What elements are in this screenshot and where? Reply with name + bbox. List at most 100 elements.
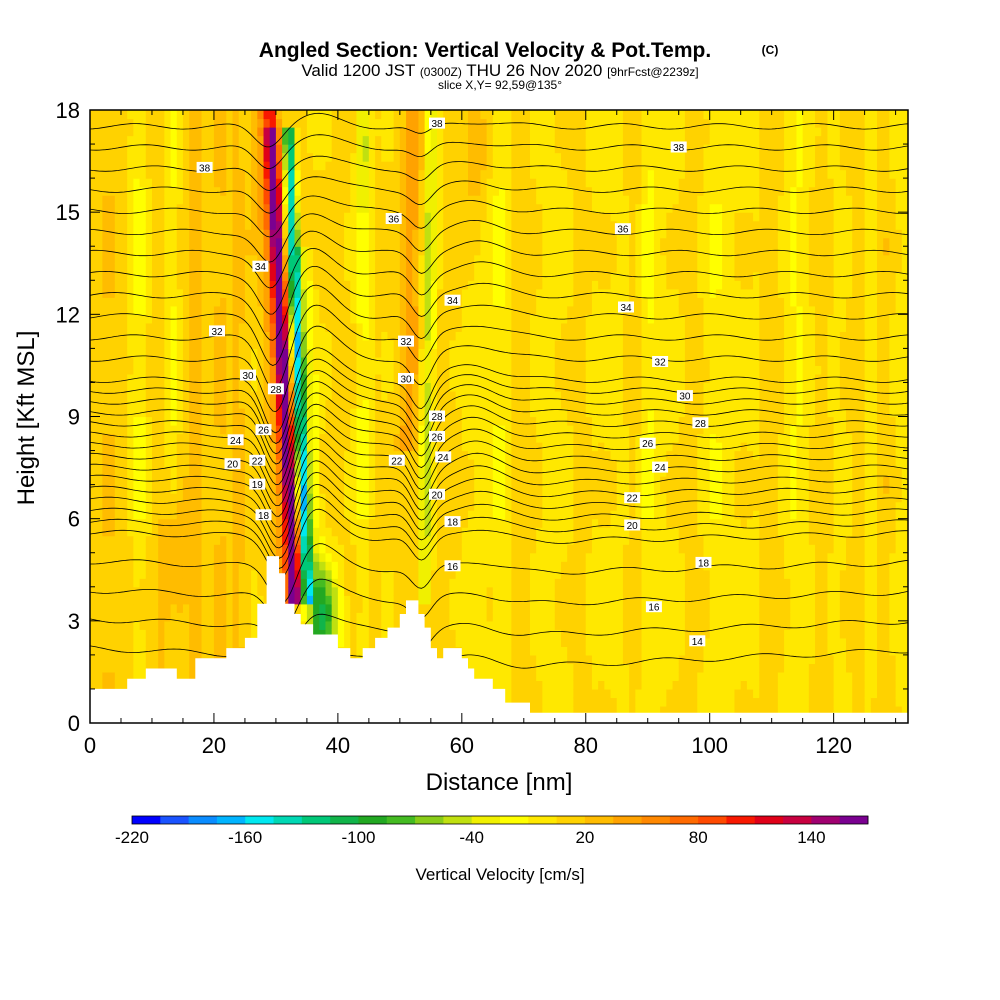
- velocity-cell: [127, 586, 134, 596]
- velocity-cell: [127, 467, 134, 477]
- velocity-cell: [337, 314, 345, 324]
- velocity-cell: [337, 254, 345, 264]
- velocity-cell: [449, 484, 457, 494]
- velocity-cell: [449, 263, 457, 273]
- velocity-cell: [96, 586, 103, 596]
- velocity-cell: [251, 442, 258, 452]
- velocity-cell: [189, 280, 196, 290]
- velocity-cell: [375, 603, 382, 613]
- velocity-cell: [306, 467, 314, 477]
- velocity-cell: [139, 305, 147, 315]
- velocity-cell: [158, 552, 165, 562]
- velocity-cell: [437, 612, 444, 622]
- velocity-cell: [486, 416, 494, 426]
- velocity-cell: [251, 280, 258, 290]
- velocity-cell: [480, 416, 488, 426]
- velocity-cell: [480, 535, 488, 545]
- velocity-cell: [430, 365, 438, 375]
- velocity-cell: [294, 169, 302, 179]
- velocity-cell: [461, 203, 469, 213]
- velocity-cell: [480, 382, 488, 392]
- velocity-cell: [455, 433, 463, 443]
- velocity-cell: [257, 433, 265, 443]
- velocity-cell: [145, 110, 153, 120]
- velocity-cell: [313, 518, 320, 528]
- velocity-cell: [120, 680, 128, 690]
- velocity-cell: [133, 127, 141, 137]
- velocity-cell: [449, 425, 457, 435]
- velocity-cell: [486, 671, 494, 682]
- velocity-cell: [139, 356, 147, 367]
- velocity-cell: [108, 586, 116, 596]
- velocity-cell: [381, 595, 389, 605]
- velocity-cell: [244, 433, 252, 443]
- velocity-cell: [393, 254, 401, 264]
- velocity-cell: [492, 144, 500, 154]
- velocity-cell: [176, 433, 184, 443]
- velocity-cell: [90, 637, 97, 647]
- velocity-cell: [468, 144, 475, 154]
- velocity-cell: [455, 305, 463, 315]
- velocity-cell: [201, 518, 209, 528]
- velocity-cell: [201, 186, 209, 196]
- velocity-cell: [269, 390, 277, 401]
- velocity-cell: [313, 578, 320, 588]
- velocity-cell: [108, 416, 116, 426]
- velocity-cell: [269, 263, 277, 273]
- velocity-cell: [319, 237, 327, 247]
- velocity-cell: [96, 382, 103, 392]
- velocity-cell: [337, 339, 345, 349]
- velocity-cell: [120, 178, 128, 188]
- velocity-cell: [474, 527, 482, 537]
- velocity-cell: [189, 442, 196, 452]
- velocity-cell: [461, 118, 469, 128]
- velocity-cell: [288, 220, 296, 230]
- velocity-cell: [430, 467, 438, 477]
- velocity-cell: [437, 399, 444, 409]
- velocity-cell: [232, 595, 240, 605]
- velocity-cell: [288, 501, 296, 511]
- velocity-cell: [306, 237, 314, 247]
- velocity-cell: [300, 331, 308, 341]
- velocity-cell: [282, 331, 289, 341]
- velocity-cell: [244, 467, 252, 477]
- velocity-cell: [505, 161, 512, 171]
- velocity-cell: [90, 348, 97, 358]
- velocity-cell: [220, 169, 227, 179]
- velocity-cell: [145, 288, 153, 298]
- velocity-cell: [511, 169, 519, 179]
- velocity-cell: [220, 373, 227, 384]
- velocity-cell: [412, 339, 420, 349]
- velocity-cell: [406, 135, 413, 145]
- velocity-cell: [306, 433, 314, 443]
- velocity-cell: [201, 356, 209, 367]
- velocity-cell: [362, 365, 370, 375]
- velocity-cell: [127, 535, 134, 545]
- velocity-cell: [505, 152, 512, 162]
- velocity-cell: [344, 459, 351, 469]
- velocity-cell: [145, 246, 153, 256]
- velocity-cell: [474, 416, 482, 426]
- velocity-cell: [232, 220, 240, 230]
- velocity-cell: [90, 646, 97, 656]
- velocity-cell: [443, 152, 451, 162]
- velocity-cell: [244, 110, 252, 120]
- velocity-cell: [300, 186, 308, 196]
- velocity-cell: [424, 339, 432, 349]
- velocity-cell: [269, 288, 277, 298]
- velocity-cell: [288, 339, 296, 349]
- velocity-cell: [176, 535, 184, 545]
- velocity-cell: [244, 416, 252, 426]
- velocity-cell: [492, 322, 500, 332]
- velocity-cell: [120, 586, 128, 596]
- velocity-cell: [356, 237, 364, 247]
- velocity-cell: [269, 271, 277, 281]
- velocity-cell: [151, 144, 159, 154]
- velocity-cell: [437, 535, 444, 545]
- velocity-cell: [207, 339, 215, 349]
- velocity-cell: [499, 654, 506, 664]
- velocity-cell: [170, 442, 178, 452]
- velocity-cell: [114, 339, 122, 349]
- velocity-cell: [213, 416, 221, 426]
- velocity-cell: [151, 425, 159, 435]
